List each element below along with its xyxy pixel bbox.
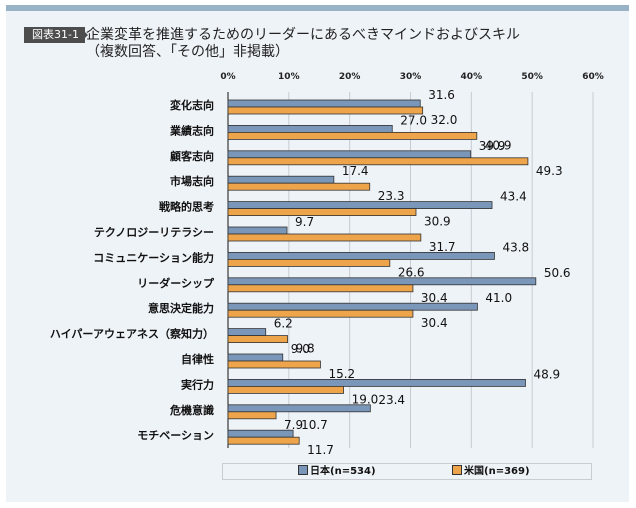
- x-tick-label: 30%: [400, 72, 422, 82]
- bar-japan: [227, 429, 294, 438]
- value-label-japan: 9.0: [291, 342, 310, 356]
- value-label-japan: 50.6: [544, 266, 571, 280]
- category-label: 実行力: [181, 377, 214, 391]
- category-label: リーダーシップ: [137, 276, 215, 290]
- value-label-japan: 41.0: [485, 291, 512, 305]
- legend-label-usa: 米国(n=369): [464, 466, 530, 477]
- value-label-usa: 9.8: [296, 342, 315, 356]
- bar-japan: [227, 277, 537, 286]
- category-label: ハイパーアウェアネス（察知力）: [50, 327, 214, 341]
- x-tick-label: 50%: [521, 72, 543, 82]
- legend: 日本(n=534) 米国(n=369): [222, 463, 592, 480]
- legend-item-usa: 米国(n=369): [452, 464, 530, 479]
- value-label-japan: 9.7: [295, 215, 314, 229]
- value-label-japan: 48.9: [533, 367, 560, 381]
- bar-japan: [227, 99, 421, 108]
- top-stripe: [6, 5, 629, 11]
- value-label-usa: 19.0: [352, 392, 379, 406]
- bar-japan: [227, 226, 288, 235]
- legend-swatch-usa: [452, 465, 462, 475]
- bar-usa: [227, 106, 424, 115]
- value-label-usa: 40.9: [485, 138, 512, 152]
- bar-usa: [227, 284, 414, 293]
- x-tick-label: 10%: [278, 72, 300, 82]
- category-label: 意思決定能力: [148, 301, 214, 315]
- value-label-japan: 31.6: [428, 88, 455, 102]
- bar-usa: [227, 385, 344, 394]
- value-label-japan: 10.7: [301, 418, 328, 432]
- bar-japan: [227, 175, 335, 184]
- bar-usa: [227, 360, 321, 369]
- bar-usa: [227, 335, 289, 344]
- bar-usa: [227, 157, 529, 166]
- category-label: 業績志向: [169, 123, 214, 137]
- badge-arrow-icon: [80, 27, 88, 43]
- bar-japan: [227, 125, 393, 133]
- category-label: 戦略的思考: [159, 200, 214, 214]
- value-label-japan: 6.2: [274, 317, 293, 331]
- value-label-usa: 23.3: [378, 189, 405, 203]
- bar-japan: [227, 251, 495, 260]
- value-label-usa: 7.9: [284, 418, 303, 432]
- bar-japan: [227, 378, 526, 387]
- value-label-japan: 17.4: [342, 164, 369, 178]
- value-label-usa: 32.0: [431, 113, 458, 127]
- x-tick-label: 20%: [339, 72, 361, 82]
- bar-usa: [227, 309, 414, 318]
- category-label: 顧客志向: [170, 149, 214, 163]
- category-label: 自律性: [181, 352, 214, 366]
- category-label: テクノロジーリテラシー: [94, 226, 214, 239]
- value-label-usa: 31.7: [429, 240, 456, 254]
- value-label-usa: 15.2: [328, 367, 355, 381]
- value-label-usa: 26.6: [398, 265, 425, 279]
- bar-usa: [227, 208, 417, 217]
- x-tick-label: 40%: [461, 72, 483, 82]
- legend-label-japan: 日本(n=534): [310, 466, 376, 477]
- bar-usa: [227, 131, 478, 140]
- bar-usa: [227, 411, 277, 420]
- bar-japan: [227, 201, 493, 210]
- chart-title-line1: 企業変革を推進するためのリーダーにあるべきマインドおよびスキル: [86, 27, 520, 43]
- figure-number-badge: 図表31-1: [24, 27, 85, 43]
- value-label-japan: 27.0: [400, 113, 427, 127]
- value-label-japan: 23.4: [378, 393, 405, 407]
- bar-japan: [227, 302, 478, 311]
- value-label-japan: 39.9: [479, 139, 506, 153]
- bar-japan: [227, 404, 371, 413]
- category-label: 市場志向: [170, 174, 214, 188]
- x-tick-label: 0%: [220, 72, 235, 82]
- value-label-japan: 43.4: [500, 190, 527, 204]
- legend-swatch-japan: [298, 465, 308, 475]
- x-tick-label: 60%: [582, 72, 604, 82]
- bar-japan: [227, 353, 284, 362]
- category-label: 変化志向: [170, 98, 214, 112]
- bar-usa: [227, 436, 300, 445]
- bar-japan: [227, 328, 267, 337]
- bar-japan: [227, 150, 472, 159]
- category-label: 危機意識: [169, 403, 214, 417]
- value-label-usa: 30.4: [421, 291, 448, 305]
- value-label-usa: 30.4: [421, 316, 448, 330]
- category-label: モチベーション: [137, 429, 214, 442]
- category-label: コミュニケーション能力: [93, 250, 214, 264]
- chart-title-line2: （複数回答、「その他」非掲載）: [86, 44, 289, 60]
- value-label-usa: 49.3: [536, 164, 563, 178]
- bar-usa: [227, 258, 391, 267]
- bar-usa: [227, 233, 422, 242]
- value-label-japan: 43.8: [502, 240, 529, 254]
- value-label-usa: 30.9: [424, 215, 451, 229]
- bar-usa: [227, 182, 371, 191]
- value-label-usa: 11.7: [307, 443, 334, 457]
- legend-item-japan: 日本(n=534): [298, 464, 376, 479]
